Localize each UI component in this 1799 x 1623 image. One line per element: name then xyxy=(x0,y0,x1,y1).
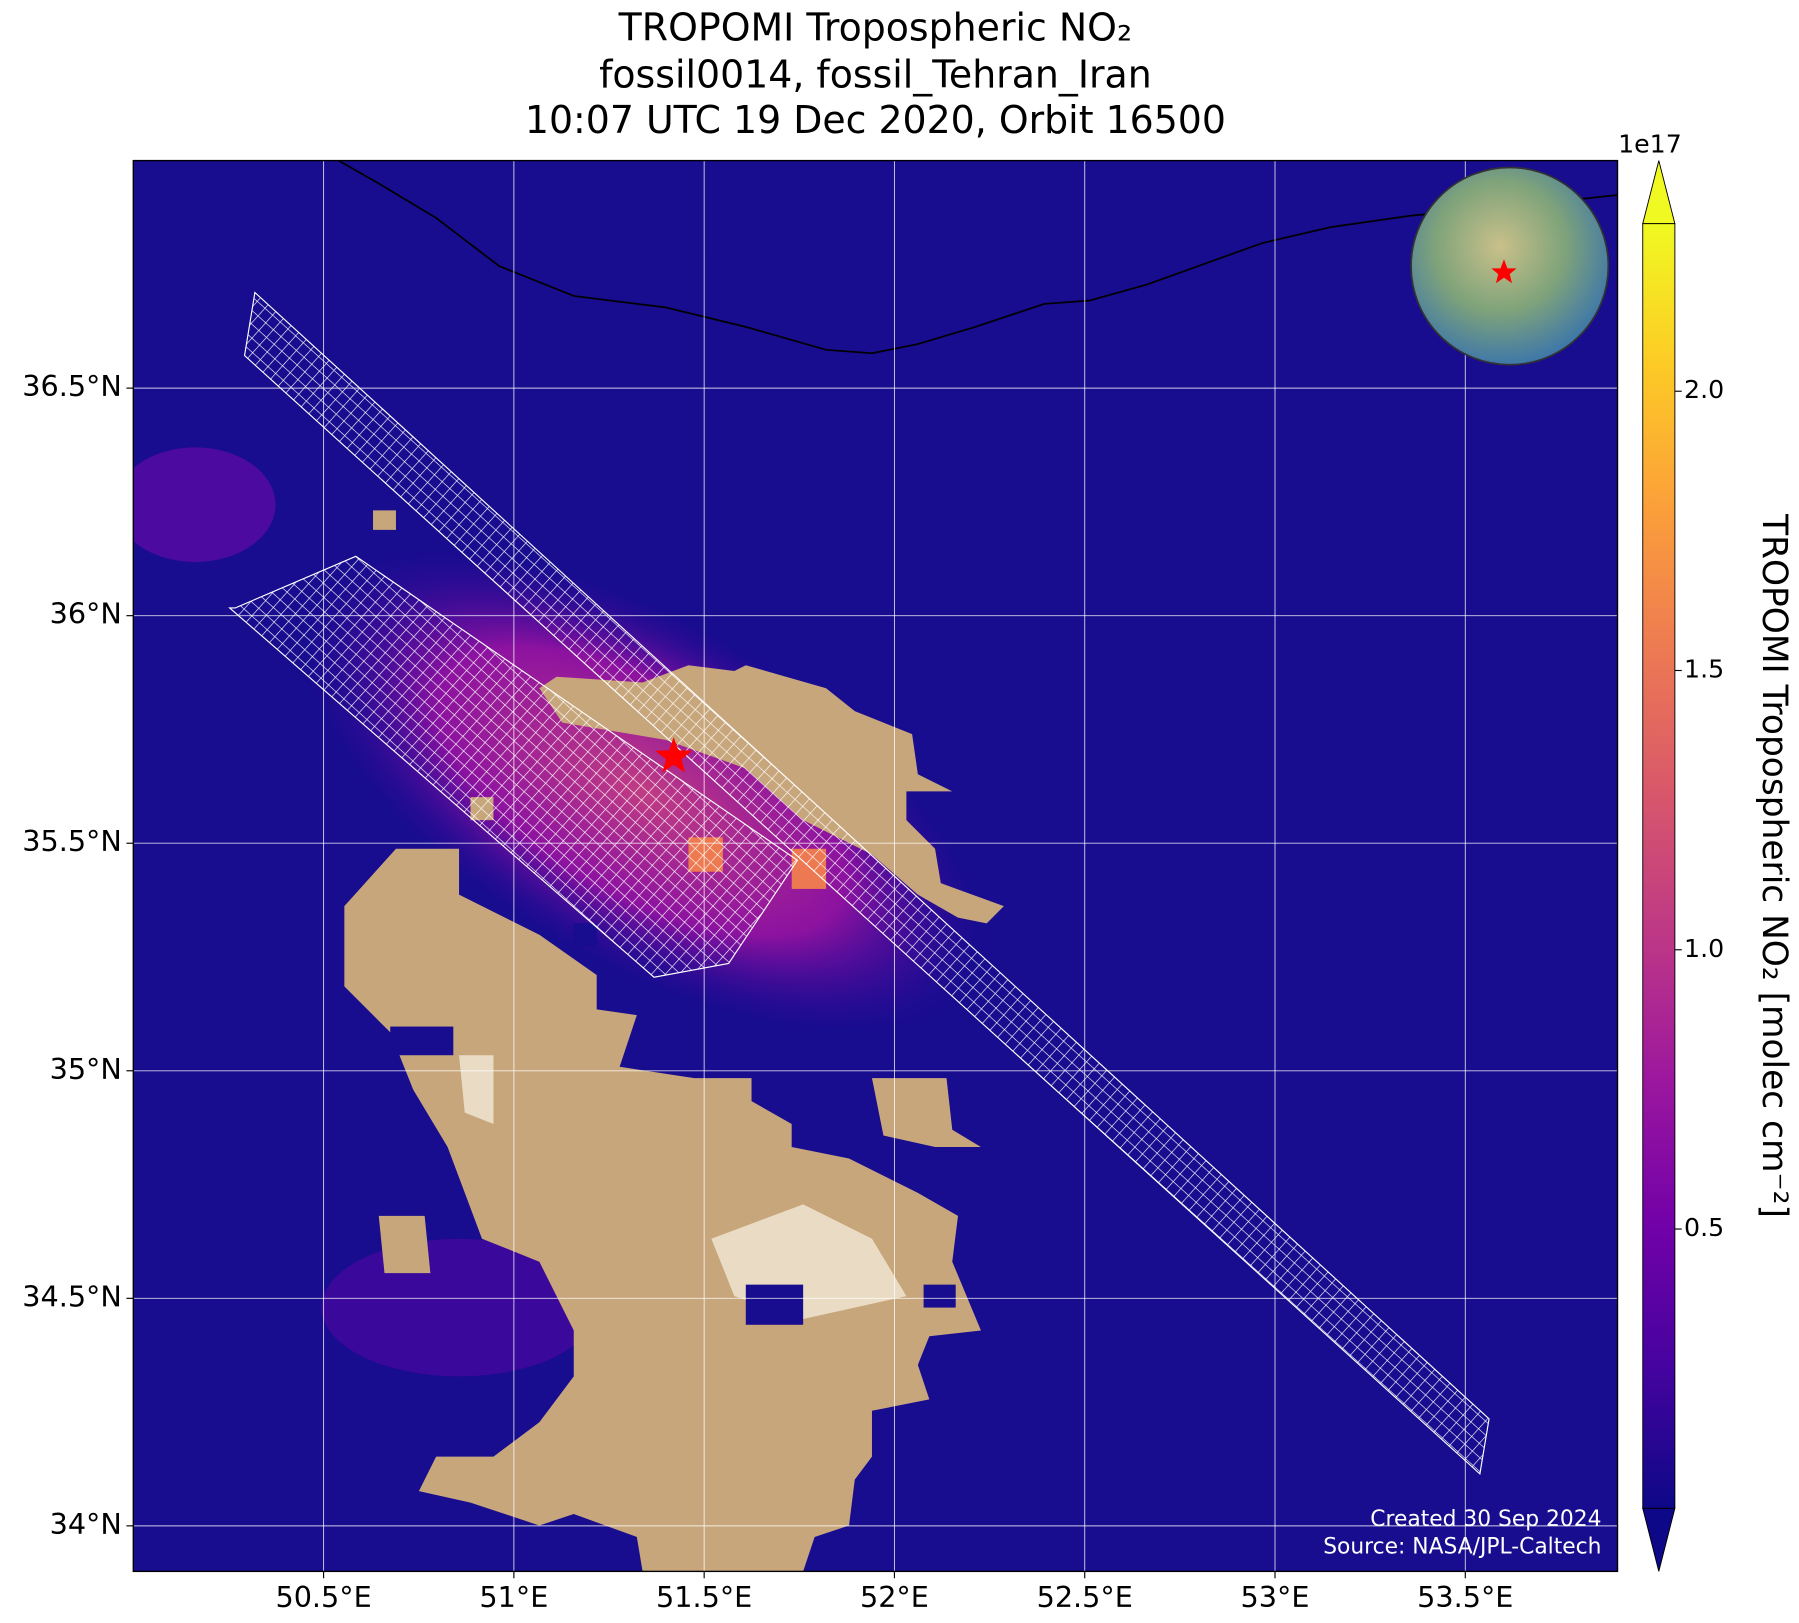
x-tick-label: 52°E xyxy=(860,1580,929,1614)
map-frame xyxy=(132,159,1619,1573)
y-tick-label: 36.5°N xyxy=(22,369,122,403)
site-marker xyxy=(655,737,693,773)
x-tick-label: 53°E xyxy=(1241,1580,1310,1614)
locator-globe xyxy=(1410,166,1610,366)
x-tick-label: 51.5°E xyxy=(656,1580,752,1614)
map-layers xyxy=(133,160,1618,1572)
y-tick-label: 35.5°N xyxy=(22,824,122,858)
title-line: fossil0014, fossil_Tehran_Iran xyxy=(599,52,1152,96)
colorbar-offset: 1e17 xyxy=(1618,130,1682,159)
title-line: TROPOMI Tropospheric NO₂ xyxy=(618,5,1132,49)
y-tick-label: 36°N xyxy=(50,597,122,631)
coastline xyxy=(338,160,1618,355)
colorbar-tick-label: 2.0 xyxy=(1684,375,1724,404)
x-tick-label: 52.5°E xyxy=(1037,1580,1133,1614)
colorbar xyxy=(1642,223,1676,1509)
annotation: Created 30 Sep 2024 xyxy=(1370,1507,1601,1532)
x-tick-label: 50.5°E xyxy=(275,1580,371,1614)
colorbar-label: TROPOMI Tropospheric NO₂ [molec cm⁻²] xyxy=(1754,513,1794,1218)
y-tick-label: 34.5°N xyxy=(22,1279,122,1313)
colorbar-tick-label: 1.0 xyxy=(1684,934,1724,963)
x-tick-label: 51°E xyxy=(479,1580,548,1614)
y-tick-label: 34°N xyxy=(50,1507,122,1541)
x-tick-label: 53.5°E xyxy=(1417,1580,1513,1614)
satellite-imagery xyxy=(344,510,1004,1572)
colorbar-extend-high xyxy=(1642,160,1676,225)
orbit-swath xyxy=(243,291,1490,1476)
no2-patch xyxy=(133,447,276,563)
annotation: Source: NASA/JPL-Caltech xyxy=(1323,1534,1601,1559)
colorbar-extend-low xyxy=(1642,1507,1676,1572)
gridlines xyxy=(133,160,1618,1572)
colorbar-tick-label: 0.5 xyxy=(1684,1213,1724,1242)
y-tick-label: 35°N xyxy=(50,1052,122,1086)
masked-pixels xyxy=(390,923,956,1325)
title-line: 10:07 UTC 19 Dec 2020, Orbit 16500 xyxy=(525,98,1226,142)
globe-site-marker xyxy=(1491,259,1517,284)
colorbar-tick-label: 1.5 xyxy=(1684,654,1724,683)
